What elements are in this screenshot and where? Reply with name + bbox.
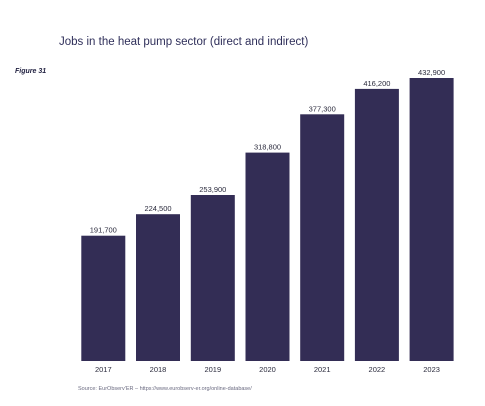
bar-2022 [354,88,399,362]
x-tick-2022: 2022 [369,365,386,374]
x-tick-2019: 2019 [204,365,221,374]
value-label-2023: 432,900 [418,68,445,77]
bar-2021 [300,114,345,361]
x-tick-labels-group: 2017 2018 2019 2020 2021 2022 2023 [95,365,440,374]
bar-2018 [136,214,180,361]
value-label-2020: 318,800 [254,143,281,152]
value-label-2022: 416,200 [363,79,390,88]
value-labels-group: 191,700 224,500 253,900 318,800 377,300 416,2… [90,68,445,235]
value-label-2018: 224,500 [144,204,171,213]
bar-2017 [81,235,126,361]
source-note: Source: EurObserv'ER – https://www.eurob… [78,386,252,392]
bar-2023 [409,78,454,361]
value-label-2021: 377,300 [309,104,336,113]
bar-2020 [245,152,290,361]
bars-group [81,78,454,362]
bar-2019 [190,195,235,361]
value-label-2019: 253,900 [199,185,226,194]
x-tick-2017: 2017 [95,365,112,374]
chart-title: Jobs in the heat pump sector (direct and… [59,36,309,48]
x-tick-2018: 2018 [150,365,167,374]
x-tick-2020: 2020 [259,365,276,374]
x-tick-2021: 2021 [314,365,331,374]
x-tick-2023: 2023 [423,365,440,374]
value-label-2017: 191,700 [90,226,117,235]
figure-label: Figure 31 [15,68,47,75]
